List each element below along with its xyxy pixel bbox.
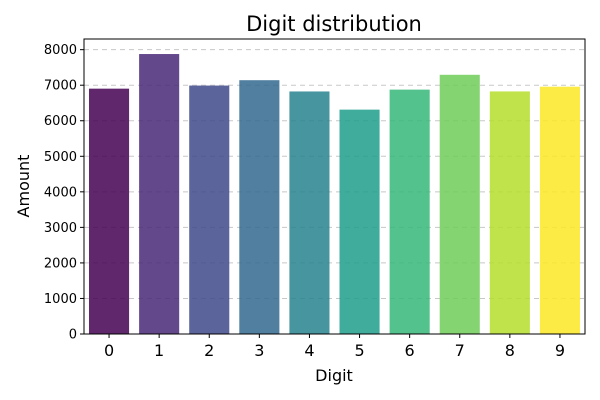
y-tick-label: 4000 [44, 185, 77, 200]
x-axis-ticks: 0 1 2 3 4 5 6 7 8 9 [104, 334, 565, 360]
y-tick-label: 2000 [44, 256, 77, 271]
x-tick-label: 0 [104, 341, 114, 360]
y-tick-label: 6000 [44, 114, 77, 129]
x-tick-label: 4 [304, 341, 314, 360]
x-tick-label: 1 [154, 341, 164, 360]
y-tick-label: 8000 [44, 43, 77, 58]
x-tick-label: 8 [505, 341, 515, 360]
x-tick-label: 6 [405, 341, 415, 360]
bar-digit-1 [139, 54, 180, 335]
x-tick-label: 3 [254, 341, 264, 360]
bar-digit-8 [489, 91, 530, 334]
bar-digit-5 [339, 109, 380, 335]
bars [89, 54, 580, 335]
x-tick-label: 5 [354, 341, 364, 360]
bar-digit-2 [189, 85, 230, 334]
bar-digit-0 [89, 88, 130, 335]
y-tick-label: 7000 [44, 79, 77, 94]
bar-digit-7 [439, 74, 480, 335]
bar-digit-9 [539, 86, 580, 334]
bar-digit-6 [389, 89, 430, 334]
y-tick-label: 3000 [44, 221, 77, 236]
x-axis-label: Digit [315, 366, 353, 385]
bar-digit-3 [239, 80, 280, 334]
y-axis-label: Amount [14, 155, 33, 218]
y-tick-label: 0 [69, 328, 77, 343]
plot-frame [83, 38, 586, 335]
y-axis-ticks: 0 1000 2000 3000 4000 5000 6000 7000 8000 [44, 43, 84, 343]
chart-title: Digit distribution [246, 12, 422, 36]
x-tick-label: 9 [555, 341, 565, 360]
y-tick-label: 5000 [44, 150, 77, 165]
y-tick-label: 1000 [44, 292, 77, 307]
bar-digit-4 [289, 91, 330, 335]
x-tick-label: 7 [455, 341, 465, 360]
x-tick-label: 2 [204, 341, 214, 360]
